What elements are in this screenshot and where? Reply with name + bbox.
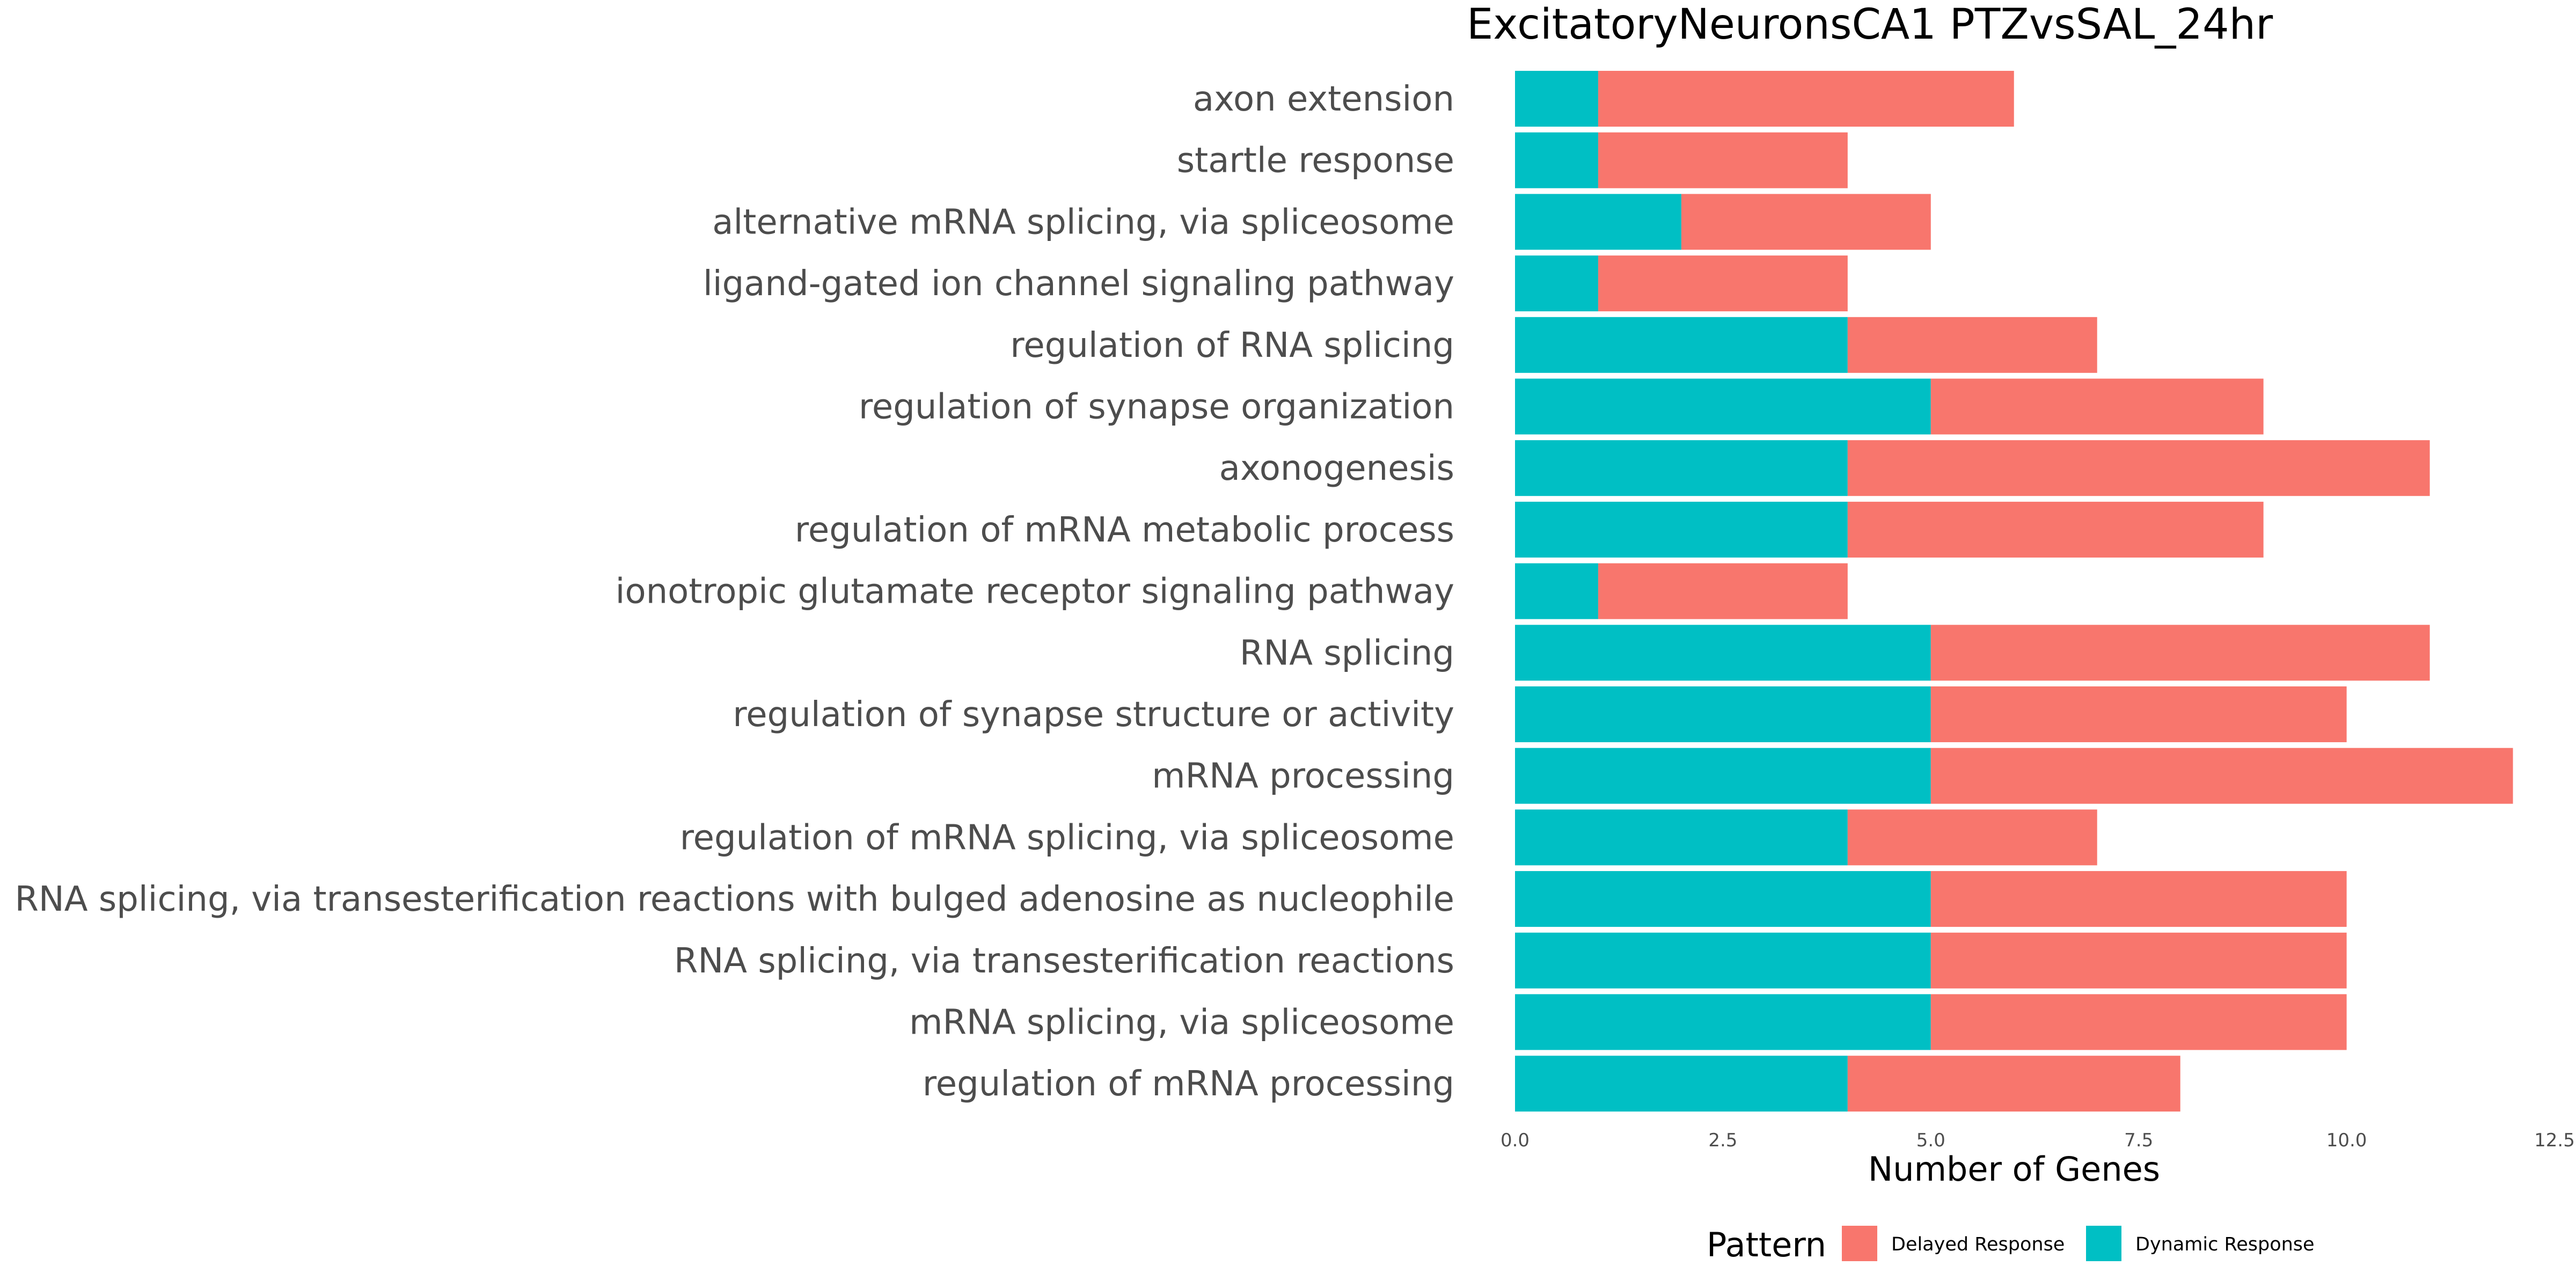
- bar-delayed-response: [1681, 194, 1931, 250]
- bar-dynamic-response: [1515, 317, 1848, 373]
- legend: Pattern Delayed Response Dynamic Response: [1707, 1225, 2315, 1264]
- bar-delayed-response: [1930, 625, 2430, 681]
- category-label: regulation of mRNA metabolic process: [795, 510, 1454, 550]
- category-labels: axon extension startle response alternativ…: [14, 79, 1454, 1104]
- x-tick-label: 2.5: [1708, 1130, 1737, 1151]
- x-tick-label: 12.5: [2534, 1130, 2575, 1151]
- bars-layer: [1515, 71, 2513, 1112]
- bar-dynamic-response: [1515, 71, 1598, 127]
- bar-dynamic-response: [1515, 440, 1848, 496]
- bar-dynamic-response: [1515, 686, 1931, 742]
- bar-delayed-response: [1930, 932, 2347, 989]
- bar-dynamic-response: [1515, 132, 1598, 188]
- bar-delayed-response: [1930, 378, 2264, 435]
- category-label: regulation of mRNA processing: [923, 1064, 1454, 1104]
- chart-title: ExcitatoryNeuronsCA1 PTZvsSAL_24hr: [1467, 1, 2273, 49]
- category-label: regulation of synapse structure or activ…: [733, 695, 1454, 735]
- bar-delayed-response: [1847, 440, 2430, 496]
- category-label: mRNA splicing, via spliceosome: [909, 1003, 1454, 1043]
- category-label: axon extension: [1193, 79, 1454, 119]
- legend-swatch: [1842, 1226, 1877, 1261]
- bar-delayed-response: [1930, 748, 2513, 804]
- bar-delayed-response: [1847, 809, 2097, 866]
- category-label: axonogenesis: [1219, 449, 1454, 488]
- category-label: RNA splicing: [1240, 633, 1454, 673]
- bar-dynamic-response: [1515, 1056, 1848, 1112]
- x-axis-ticks: 0.0 2.5 5.0 7.5 10.0 12.5: [1501, 1130, 2575, 1151]
- bar-delayed-response: [1598, 71, 2014, 127]
- bar-delayed-response: [1930, 994, 2347, 1050]
- bar-dynamic-response: [1515, 994, 1931, 1050]
- category-label: alternative mRNA splicing, via spliceoso…: [712, 202, 1454, 242]
- bar-dynamic-response: [1515, 255, 1598, 312]
- bar-dynamic-response: [1515, 809, 1848, 866]
- bar-dynamic-response: [1515, 501, 1848, 558]
- legend-label: Dynamic Response: [2135, 1234, 2315, 1255]
- bar-dynamic-response: [1515, 871, 1931, 927]
- bar-dynamic-response: [1515, 378, 1931, 435]
- legend-label: Delayed Response: [1891, 1234, 2065, 1255]
- bar-dynamic-response: [1515, 194, 1681, 250]
- bar-delayed-response: [1598, 563, 1848, 619]
- x-tick-label: 10.0: [2326, 1130, 2367, 1151]
- bar-delayed-response: [1598, 255, 1848, 312]
- bar-dynamic-response: [1515, 932, 1931, 989]
- bar-delayed-response: [1847, 317, 2097, 373]
- category-label: mRNA processing: [1152, 757, 1454, 796]
- bar-dynamic-response: [1515, 563, 1598, 619]
- category-label: regulation of synapse organization: [859, 387, 1454, 427]
- x-tick-label: 7.5: [2124, 1130, 2153, 1151]
- category-label: RNA splicing, via transesterification re…: [14, 880, 1454, 919]
- x-tick-label: 5.0: [1916, 1130, 1945, 1151]
- legend-title: Pattern: [1707, 1225, 1826, 1264]
- bar-delayed-response: [1847, 1056, 2180, 1112]
- bar-delayed-response: [1847, 501, 2264, 558]
- category-label: RNA splicing, via transesterification re…: [674, 941, 1454, 981]
- x-axis-title: Number of Genes: [1868, 1150, 2160, 1189]
- bar-dynamic-response: [1515, 625, 1931, 681]
- bar-delayed-response: [1598, 132, 1848, 188]
- bar-delayed-response: [1930, 871, 2347, 927]
- category-label: startle response: [1177, 141, 1454, 181]
- category-label: regulation of mRNA splicing, via spliceo…: [680, 818, 1454, 858]
- category-label: regulation of RNA splicing: [1010, 326, 1454, 365]
- bar-dynamic-response: [1515, 748, 1931, 804]
- category-label: ligand-gated ion channel signaling pathw…: [703, 264, 1454, 304]
- legend-swatch: [2086, 1226, 2121, 1261]
- bar-delayed-response: [1930, 686, 2347, 742]
- category-label: ionotropic glutamate receptor signaling …: [616, 572, 1454, 612]
- x-tick-label: 0.0: [1501, 1130, 1529, 1151]
